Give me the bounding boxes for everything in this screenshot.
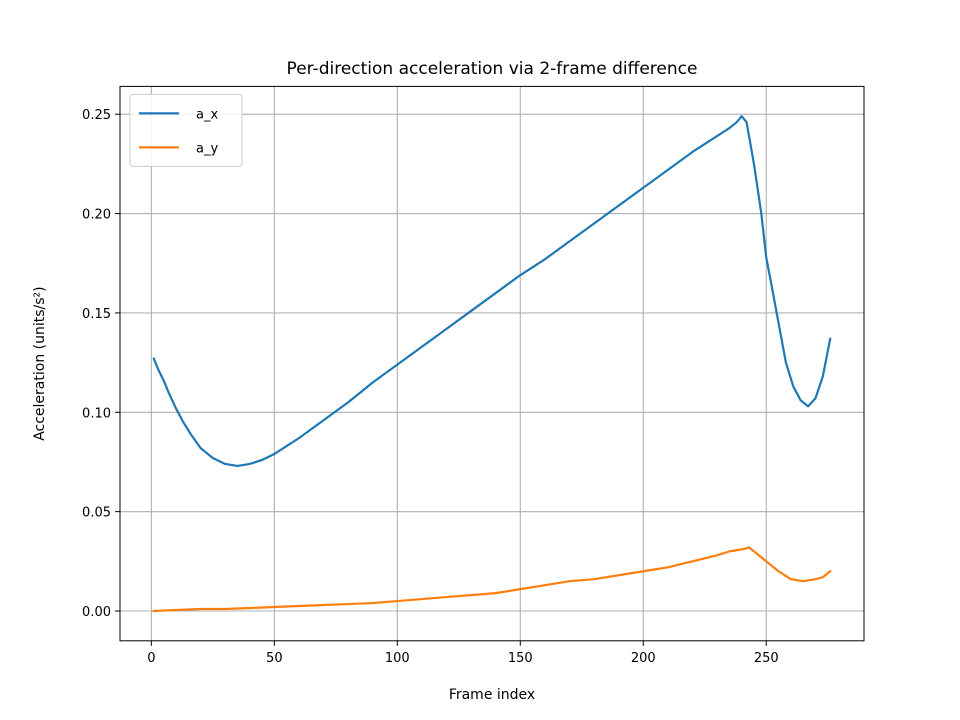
plot-area-frame (119, 85, 865, 642)
x-axis-label: Frame index (449, 687, 535, 703)
chart-title: Per-direction acceleration via 2-frame d… (287, 59, 698, 79)
grid-lines (120, 86, 864, 641)
y-tick-label: 0.00 (82, 605, 111, 620)
series-lines (152, 115, 832, 613)
axis-ticks: 0 50 100 150 200 250 0.00 0.05 0.10 0.15 0.20 0.25 (82, 108, 779, 666)
x-tick-label: 250 (754, 651, 779, 666)
legend-label: a_x (196, 107, 218, 122)
x-tick-label: 150 (508, 651, 533, 666)
x-tick-label: 200 (631, 651, 656, 666)
series-line-a-x (152, 115, 832, 468)
x-tick-label: 100 (385, 651, 410, 666)
legend-box (129, 93, 243, 167)
series-line-a-y (152, 546, 832, 613)
x-tick-label: 0 (147, 651, 155, 666)
y-tick-label: 0.05 (82, 506, 111, 521)
x-tick-label: 50 (266, 651, 283, 666)
y-tick-label: 0.20 (82, 208, 111, 223)
legend: a_x a_y (129, 93, 243, 167)
y-tick-label: 0.15 (82, 307, 111, 322)
y-axis-label: Acceleration (units/s²) (32, 286, 48, 440)
y-tick-label: 0.10 (82, 406, 111, 421)
legend-label: a_y (196, 141, 218, 156)
y-tick-label: 0.25 (82, 108, 111, 123)
